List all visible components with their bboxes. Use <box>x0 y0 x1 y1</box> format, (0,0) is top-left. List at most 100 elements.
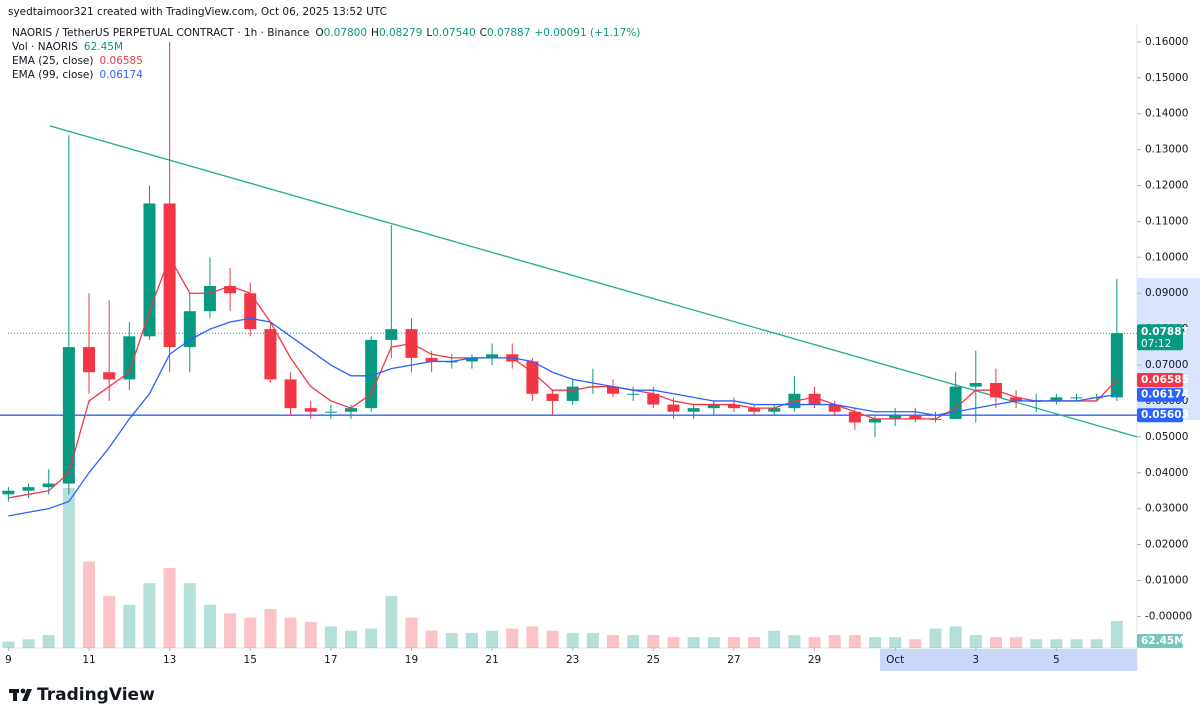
volume-bar <box>103 596 116 648</box>
candle-body <box>889 415 902 419</box>
logo-mark <box>20 688 26 694</box>
x-tick-label: 9 <box>5 654 12 666</box>
ema-badge-bg <box>1137 372 1183 387</box>
volume-bar <box>244 617 257 648</box>
volume-bar <box>83 561 96 648</box>
candle-body <box>546 393 559 401</box>
ema-line <box>8 255 1118 499</box>
volume-bar <box>647 635 660 648</box>
y-tick-label: 0.14000 <box>1145 108 1188 120</box>
x-tick-label: 21 <box>485 654 498 666</box>
y-tick-label: 0.11000 <box>1145 215 1188 227</box>
volume-bar <box>828 635 841 648</box>
candle-body <box>607 386 620 394</box>
volume-bar <box>627 635 640 648</box>
y-tick-label: 0.02000 <box>1145 539 1188 551</box>
candle-body <box>949 386 962 419</box>
y-tick-label: 0.16000 <box>1145 36 1188 48</box>
x-tick-label: 13 <box>163 654 176 666</box>
ema-badge-label: 0.06174 <box>1141 389 1189 401</box>
candle-body <box>647 393 660 405</box>
candle-body <box>244 293 257 330</box>
volume-bar <box>909 639 922 648</box>
candle-body <box>667 404 680 412</box>
x-tick-label: 19 <box>405 654 418 666</box>
y-tick-label: 0.15000 <box>1145 72 1188 84</box>
ema-badge-bg <box>1137 387 1183 402</box>
volume-bar <box>1090 639 1103 648</box>
candle-body <box>324 411 337 413</box>
volume-bar <box>969 635 982 648</box>
volume-bar <box>304 622 317 648</box>
candle-body <box>1070 397 1083 399</box>
x-tick-label: 27 <box>727 654 740 666</box>
y-tick-label: 0.03000 <box>1145 503 1188 515</box>
brand: TradingView <box>37 685 155 705</box>
candle-body <box>566 386 579 401</box>
ohlc-value: 0.07800 <box>324 27 367 39</box>
candle-body <box>727 404 740 409</box>
hline-badge-label: 0.05603 <box>1141 409 1189 421</box>
volume-bar <box>203 604 216 648</box>
volume-bar <box>869 637 882 648</box>
volume-bar <box>949 626 962 648</box>
volume-bar <box>546 630 559 648</box>
y-tick-label: 0.04000 <box>1145 467 1188 479</box>
volume-bar <box>506 628 519 648</box>
candle-body <box>828 404 841 412</box>
volume-bar <box>284 617 297 648</box>
volume-bar <box>687 637 700 648</box>
candle-body <box>425 357 438 362</box>
candle-body <box>1050 397 1063 401</box>
volume-bar <box>1030 639 1043 648</box>
y-tick-label: 0.13000 <box>1145 144 1188 156</box>
logo: TradingView <box>9 685 155 705</box>
volume-bar <box>788 635 801 648</box>
ohlc-value: 0.07887 <box>487 27 530 39</box>
legend-ema: EMA (99, close) 0.06174 <box>12 69 143 81</box>
volume-bar <box>405 617 418 648</box>
volume-bar <box>607 635 620 648</box>
volume-bar <box>748 637 761 648</box>
candle-body <box>365 339 378 409</box>
candle-body <box>264 329 277 380</box>
volume-bar <box>445 632 458 648</box>
ohlc-label: O <box>315 27 323 39</box>
volume-bar <box>365 628 378 648</box>
volume-bar <box>2 641 15 648</box>
y-tick-label: 0.01000 <box>1145 574 1188 586</box>
candle-body <box>486 354 499 358</box>
x-tick-label: Oct <box>886 654 904 666</box>
price-badge-bg <box>1137 324 1183 351</box>
x-tick-label: 29 <box>808 654 821 666</box>
volume-bar <box>1050 639 1063 648</box>
volume-bar <box>889 637 902 648</box>
y-tick-label: 0.10000 <box>1145 251 1188 263</box>
volume-bar <box>667 637 680 648</box>
volume-bar <box>224 613 237 648</box>
hline-badge-bg <box>1137 408 1183 423</box>
ohlc-value: 0.07540 <box>432 27 475 39</box>
candle-body <box>385 329 398 340</box>
volume-bar <box>1010 637 1023 648</box>
volume-bar <box>123 604 136 648</box>
x-tick-label: 5 <box>1053 654 1060 666</box>
ohlc-value: 0.08279 <box>379 27 422 39</box>
legend-ema: EMA (25, close) 0.06585 <box>12 55 143 67</box>
y-tick-label: 0.07000 <box>1145 359 1188 371</box>
candle-body <box>969 383 982 387</box>
legend-volume: Vol · NAORIS 62.45M <box>12 41 123 53</box>
x-tick-label: 17 <box>324 654 337 666</box>
y-tick-label: 0.05000 <box>1145 431 1188 443</box>
logo-mark <box>22 689 32 701</box>
y-tick-label: 0.12000 <box>1145 180 1188 192</box>
candle-body <box>345 408 358 412</box>
volume-bar <box>345 630 358 648</box>
candle-body <box>627 393 640 395</box>
ema-badge-label: 0.06585 <box>1141 374 1189 386</box>
candle-body <box>284 379 297 409</box>
candle-body <box>163 203 176 348</box>
ohlc-label: L <box>426 27 432 39</box>
